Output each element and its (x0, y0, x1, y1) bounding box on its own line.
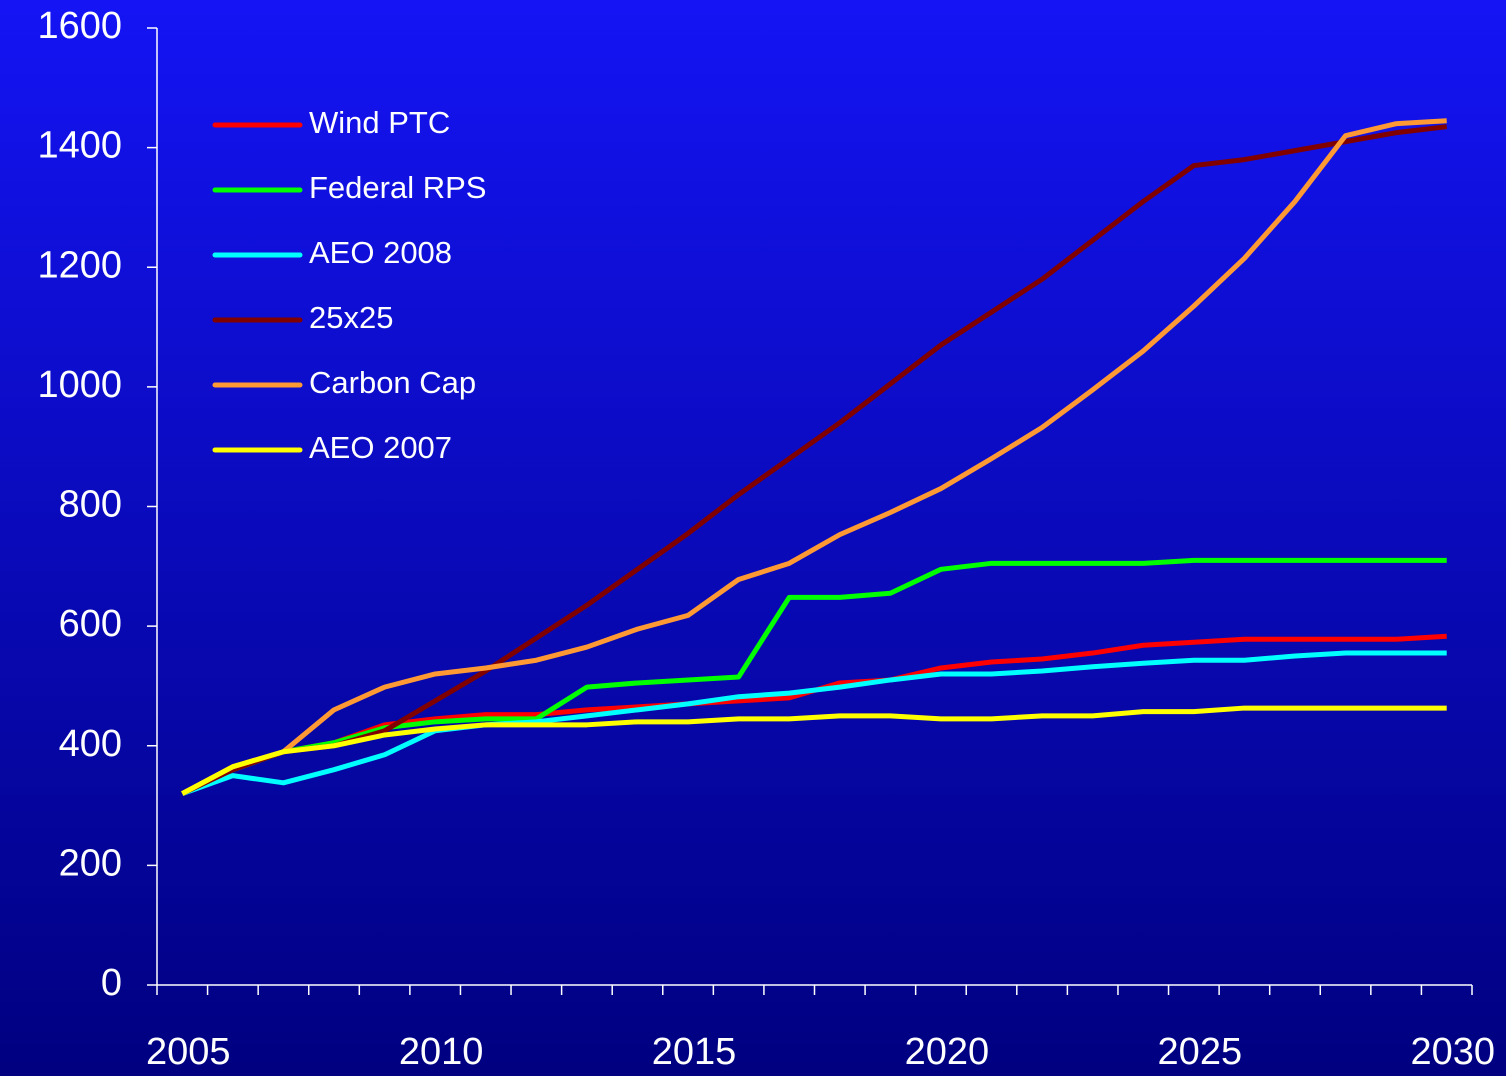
line-series (181, 124, 1448, 796)
x-tick-label: 2030 (1410, 1031, 1495, 1073)
y-tick-label: 400 (59, 723, 122, 765)
y-tick-label: 1200 (37, 244, 122, 286)
x-tick-label: 2010 (399, 1031, 484, 1073)
line-series (181, 705, 1447, 796)
legend-label: Carbon Cap (309, 365, 476, 400)
y-tick-label: 1400 (37, 125, 122, 167)
legend-label: Federal RPS (309, 170, 486, 205)
x-tick-label: 2015 (652, 1031, 737, 1073)
legend-label: Wind PTC (309, 105, 450, 140)
y-tick-label: 1600 (37, 5, 122, 47)
y-tick-label: 0 (101, 962, 122, 1004)
x-tick-label: 2005 (146, 1031, 231, 1073)
legend-label: AEO 2007 (309, 430, 452, 465)
legend-label: 25x25 (309, 300, 393, 335)
line-series (181, 650, 1447, 796)
x-tick-label: 2020 (905, 1031, 990, 1073)
y-tick-label: 600 (59, 603, 122, 645)
x-tick-label: 2025 (1158, 1031, 1243, 1073)
y-tick-label: 800 (59, 484, 122, 526)
y-tick-label: 1000 (37, 364, 122, 406)
y-tick-label: 200 (59, 842, 122, 884)
line-series (181, 118, 1447, 796)
legend-label: AEO 2008 (309, 235, 452, 270)
